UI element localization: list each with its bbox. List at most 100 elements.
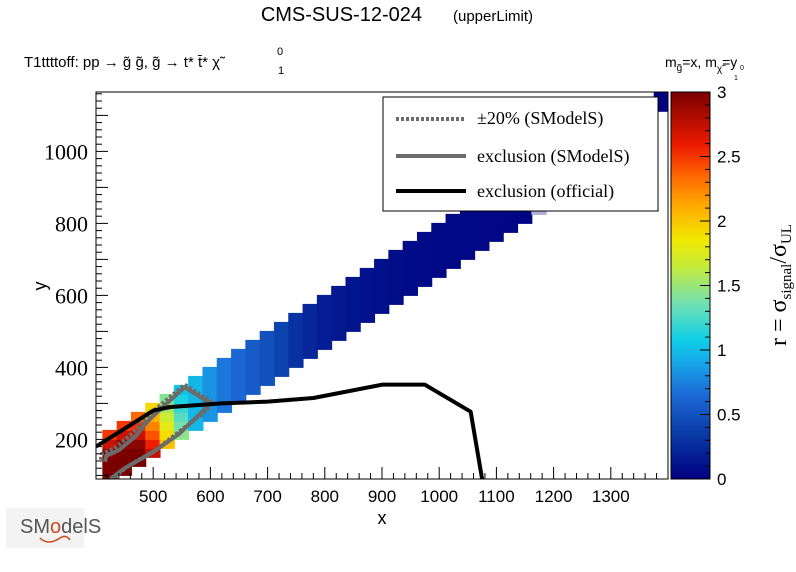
- heatmap-cell: [459, 213, 476, 224]
- heatmap-cell: [159, 411, 175, 422]
- heatmap-cell: [302, 321, 318, 332]
- mass-note-sub1: g̃: [677, 63, 683, 74]
- heatmap-cell: [331, 303, 347, 314]
- colorbar-label-sub1: signal: [779, 264, 795, 300]
- heatmap-cell: [345, 294, 361, 305]
- heatmap-cell: [416, 249, 433, 260]
- heatmap-cell: [331, 330, 347, 341]
- heatmap-cell: [359, 285, 376, 296]
- mass-note: mg̃=x, mχ̃=y: [665, 54, 737, 75]
- heatmap-cell: [302, 303, 318, 314]
- heatmap-cell: [102, 465, 118, 476]
- heatmap-cell: [159, 429, 175, 440]
- colorbar-tick-label: 3: [717, 83, 726, 102]
- mass-note-sub2b: 0: [740, 65, 744, 72]
- heatmap-cell: [259, 357, 275, 368]
- heatmap-cell: [130, 411, 147, 422]
- heatmap-cell: [359, 303, 376, 314]
- process-label: T1ttttoff: pp → g̃ g̃, g̃ → t* t̄* χ̃: [24, 54, 226, 71]
- chart-title: CMS-SUS-12-024: [261, 4, 422, 26]
- heatmap-cell: [359, 276, 376, 287]
- heatmap-cell: [202, 375, 218, 386]
- legend: ±20% (SModelS) exclusion (SModelS) exclu…: [382, 96, 659, 212]
- heatmap-cell: [374, 276, 390, 287]
- y-tick-label: 200: [55, 427, 88, 452]
- heatmap-cell: [517, 213, 533, 224]
- heatmap-cell: [388, 249, 404, 260]
- heatmap-cell: [130, 438, 147, 449]
- heatmap-cell: [259, 366, 275, 377]
- heatmap-cell: [302, 312, 318, 323]
- heatmap-cell: [173, 411, 190, 422]
- heatmap-cell: [259, 339, 275, 350]
- heatmap-cell: [159, 420, 175, 431]
- x-tick-label: 500: [139, 487, 167, 506]
- heatmap-cell: [445, 240, 461, 251]
- logo-text-right: delS: [61, 516, 101, 538]
- colorbar-tick-label: 0: [717, 470, 726, 489]
- heatmap-cell: [459, 222, 476, 233]
- heatmap-cell: [445, 231, 461, 242]
- x-tick-label: 800: [311, 487, 339, 506]
- heatmap-cell: [288, 348, 304, 359]
- heatmap-cell: [173, 393, 190, 404]
- mass-note-2: =x, m: [682, 54, 717, 70]
- heatmap-cell: [374, 258, 390, 269]
- curve-official: [96, 382, 485, 479]
- process-sup: 0: [277, 46, 283, 58]
- heatmap-cell: [245, 375, 261, 386]
- heatmap-cell: [273, 330, 290, 341]
- y-tick-label: 600: [55, 283, 88, 308]
- mass-note-1: m: [665, 54, 677, 70]
- x-tick-label: 900: [368, 487, 396, 506]
- colorbar-label: r = σsignal/σUL: [766, 224, 795, 346]
- heatmap-cell: [431, 222, 447, 233]
- heatmap-cell: [402, 258, 418, 269]
- heatmap-cell: [216, 393, 233, 404]
- heatmap-cell: [374, 285, 390, 296]
- heatmap-cell: [216, 402, 233, 413]
- heatmap-cell: [402, 249, 418, 260]
- heatmap-cell: [502, 222, 519, 233]
- heatmap-cell: [488, 213, 504, 224]
- heatmap-cell: [331, 321, 347, 332]
- heatmap-cell: [431, 231, 447, 242]
- process-text: T1ttttoff: pp → g̃ g̃, g̃ → t* t̄* χ̃: [24, 54, 226, 71]
- x-axis-label: x: [378, 508, 387, 528]
- logo-swirl: [39, 535, 71, 543]
- heatmap-cell: [202, 366, 218, 377]
- heatmap-cell: [359, 294, 376, 305]
- heatmap-cell: [145, 438, 161, 449]
- heatmap-cell: [331, 285, 347, 296]
- colorbar-ticks: 0 0.5 1 1.5 2 2.5 3: [700, 83, 741, 489]
- heatmap-cell: [216, 366, 233, 377]
- heatmap-cell: [374, 303, 390, 314]
- heatmap-cell: [116, 429, 132, 440]
- smodels-logo: SModelS: [6, 508, 101, 548]
- heatmap-cell: [188, 402, 204, 413]
- colorbar-label-main: r = σ: [766, 299, 792, 346]
- heatmap-cell: [316, 294, 333, 305]
- heatmap-cell: [316, 330, 333, 341]
- heatmap-cell: [416, 240, 433, 251]
- mass-note-sub2c: 1: [734, 75, 738, 82]
- heatmap-cell: [288, 321, 304, 332]
- colorbar-tick-label: 0.5: [717, 406, 741, 425]
- heatmap-cell: [445, 222, 461, 233]
- x-tick-label: 1200: [535, 487, 573, 506]
- colorbar-label-sub2: UL: [779, 224, 795, 244]
- heatmap-cell: [245, 384, 261, 395]
- heatmap-cell: [445, 258, 461, 269]
- y-tick-label: 400: [55, 355, 88, 380]
- heatmap-cell: [202, 393, 218, 404]
- heatmap-cell: [188, 393, 204, 404]
- heatmap-cell: [245, 348, 261, 359]
- heatmap-cell: [245, 339, 261, 350]
- heatmap-cell: [474, 213, 490, 224]
- colorbar-tick-label: 2: [717, 212, 726, 231]
- heatmap-cell: [202, 384, 218, 395]
- heatmap-cell: [302, 339, 318, 350]
- heatmap-cell: [102, 456, 118, 467]
- heatmap-cell: [188, 375, 204, 386]
- chart-subtitle: (upperLimit): [453, 8, 533, 25]
